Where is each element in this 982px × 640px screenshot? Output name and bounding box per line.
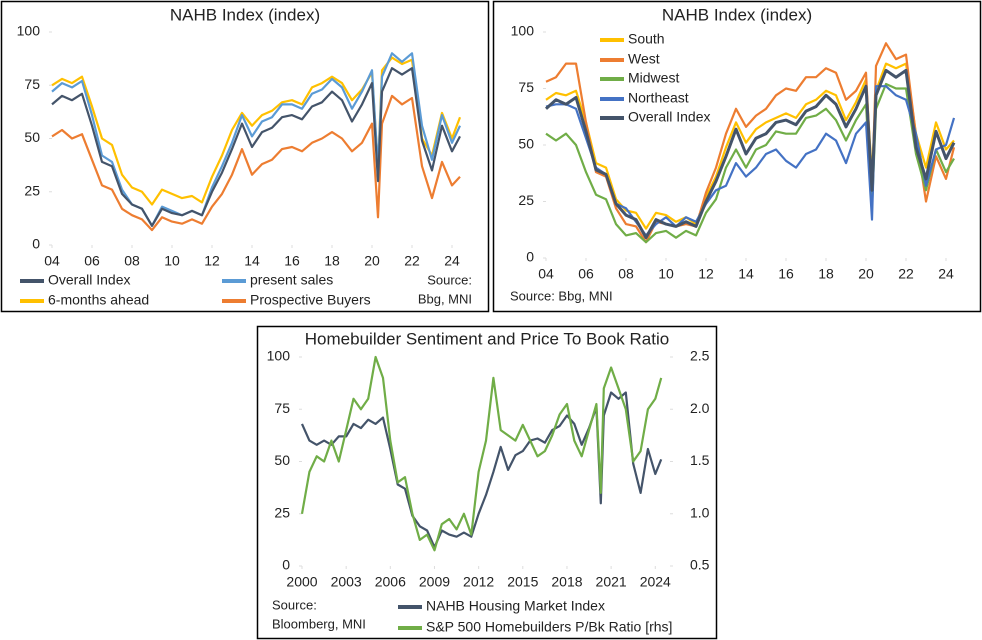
legend-label: present sales [250, 272, 333, 288]
y2-tick-label: 1.0 [690, 504, 710, 520]
series-line [51, 67, 461, 227]
series-line [300, 391, 663, 549]
y-tick-label: 50 [24, 129, 40, 145]
legend-label: Overall Index [48, 272, 130, 288]
x-tick-label: 24 [444, 253, 460, 269]
panel-border [0, 0, 490, 313]
legend-label: 6-months ahead [48, 292, 149, 308]
y-tick-label: 25 [24, 182, 40, 198]
legend-label: Overall Index [628, 109, 710, 125]
x-tick-label: 2006 [375, 574, 406, 590]
x-tick-label: 2000 [286, 574, 317, 590]
x-tick-label: 10 [164, 253, 180, 269]
y2-tick-label: 2.5 [690, 348, 710, 364]
x-tick-label: 04 [44, 253, 60, 269]
y-tick-label: 75 [24, 76, 40, 92]
series-line [545, 42, 956, 244]
x-tick-label: 2009 [419, 574, 450, 590]
x-tick-label: 18 [324, 253, 340, 269]
panel-border [492, 0, 982, 313]
legend-label: West [628, 51, 660, 67]
x-tick-label: 06 [578, 266, 594, 282]
source-note: Source: [427, 272, 472, 287]
source-note: Source: [272, 597, 317, 612]
x-tick-label: 12 [204, 253, 220, 269]
y-tick-label: 75 [274, 400, 290, 416]
legend-label: South [628, 31, 665, 47]
y-tick-label: 75 [518, 79, 534, 95]
source-note: Bbg, MNI [418, 291, 472, 306]
x-tick-label: 22 [404, 253, 420, 269]
x-tick-label: 18 [818, 266, 834, 282]
x-tick-label: 24 [938, 266, 954, 282]
panel-border [256, 325, 718, 640]
x-tick-label: 2021 [596, 574, 627, 590]
series-line [51, 56, 462, 206]
series-line [51, 52, 461, 227]
x-tick-label: 2003 [331, 574, 362, 590]
y-tick-label: 100 [17, 23, 41, 39]
y-tick-label: 100 [267, 348, 291, 364]
y-tick-label: 0 [32, 236, 40, 252]
chart-title: NAHB Index (index) [662, 5, 812, 24]
x-tick-label: 2018 [551, 574, 582, 590]
y-tick-label: 50 [518, 136, 534, 152]
x-tick-label: 08 [618, 266, 634, 282]
legend-label: S&P 500 Homebuilders P/Bk Ratio [rhs] [426, 619, 672, 635]
series-line [545, 82, 955, 244]
x-tick-label: 2015 [507, 574, 538, 590]
y-tick-label: 100 [511, 23, 535, 39]
legend-label: NAHB Housing Market Index [426, 598, 605, 614]
x-tick-label: 22 [898, 266, 914, 282]
legend-label: Northeast [628, 90, 689, 106]
series-line [51, 94, 461, 232]
y-tick-label: 25 [518, 192, 534, 208]
x-tick-label: 04 [538, 266, 554, 282]
x-tick-label: 16 [284, 253, 300, 269]
x-tick-label: 2024 [640, 574, 671, 590]
chart-title: NAHB Index (index) [170, 5, 320, 24]
y2-tick-label: 2.0 [690, 400, 710, 416]
y-tick-label: 0 [282, 557, 290, 573]
series-line [544, 68, 956, 240]
y2-tick-label: 0.5 [690, 557, 710, 573]
y-tick-label: 25 [274, 504, 290, 520]
source-note: Bloomberg, MNI [272, 616, 366, 631]
legend-label: Midwest [628, 70, 679, 86]
y-tick-label: 0 [526, 249, 534, 265]
x-tick-label: 14 [738, 266, 754, 282]
y2-tick-label: 1.5 [690, 452, 710, 468]
series-line [300, 355, 663, 552]
x-tick-label: 06 [84, 253, 100, 269]
x-tick-label: 12 [698, 266, 714, 282]
chart-title: Homebuilder Sentiment and Price To Book … [305, 329, 669, 348]
x-tick-label: 20 [364, 253, 380, 269]
y-tick-label: 50 [274, 452, 290, 468]
source-note: Source: Bbg, MNI [510, 288, 613, 303]
x-tick-label: 08 [124, 253, 140, 269]
x-tick-label: 10 [658, 266, 674, 282]
x-tick-label: 16 [778, 266, 794, 282]
x-tick-label: 20 [858, 266, 874, 282]
x-tick-label: 2012 [463, 574, 494, 590]
x-tick-label: 14 [244, 253, 260, 269]
legend-label: Prospective Buyers [250, 292, 371, 308]
